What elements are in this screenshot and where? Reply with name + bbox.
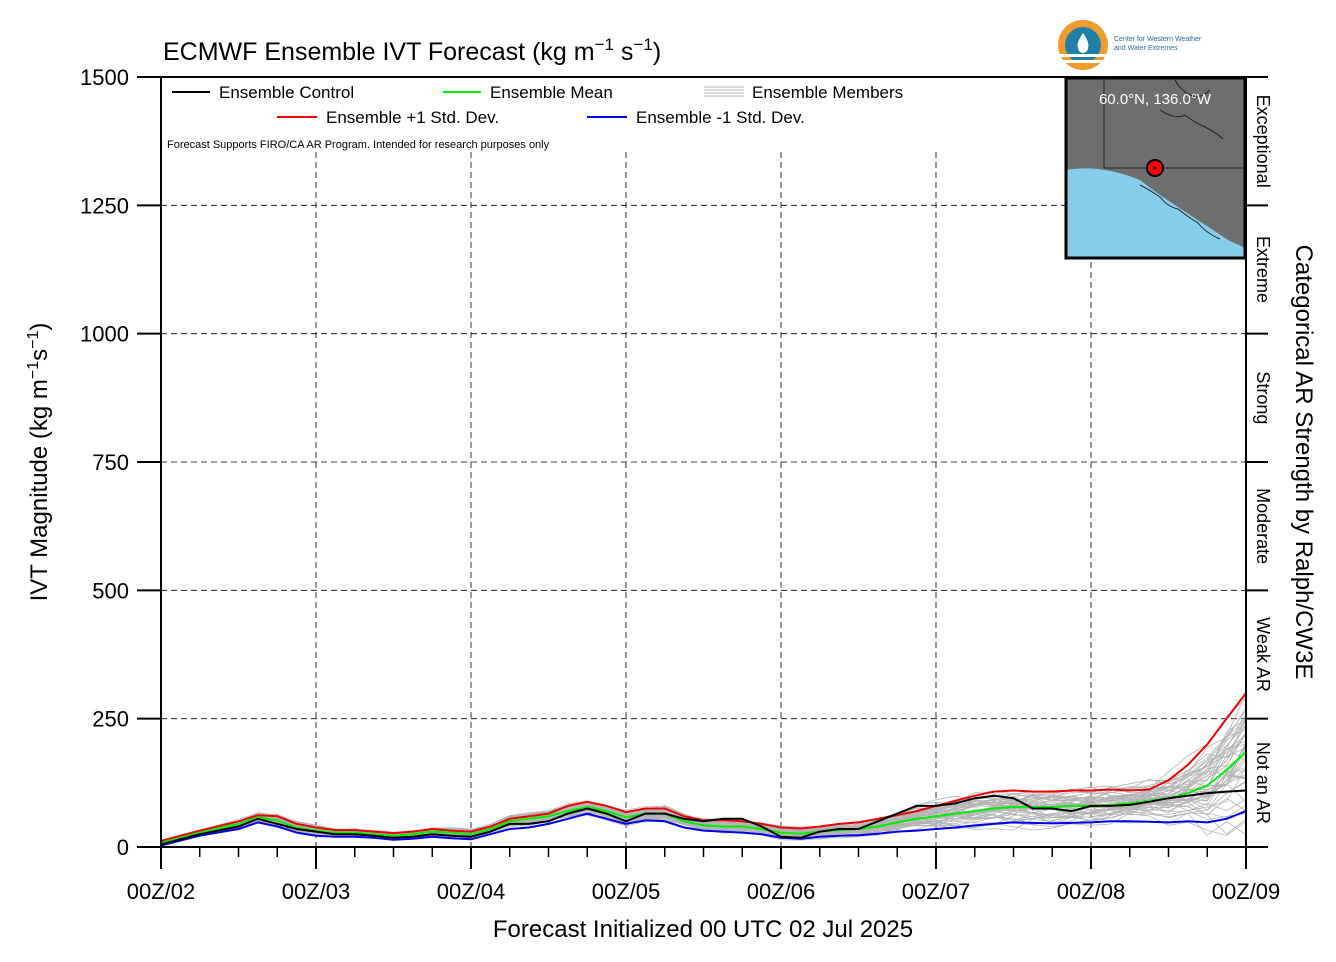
y-axis: 0 250 500 750 1000 1250 1500 [80,65,161,860]
logo-text-line2: and Water Extremes [1114,45,1178,52]
category-label: Weak AR [1253,617,1273,692]
x-tick-label: 00Z/04 [437,879,506,904]
y-tick-label: 500 [92,578,129,603]
x-tick-label: 00Z/06 [747,879,816,904]
legend: Ensemble Control Ensemble Mean Ensemble … [167,83,903,151]
plus-std-line [160,692,1247,842]
logo-text-line1: Center for Western Weather [1114,36,1202,43]
category-label: Exceptional [1253,95,1273,188]
ensemble-mean-line [160,751,1247,844]
legend-label-members: Ensemble Members [752,83,903,102]
minus-std-line [160,810,1247,847]
y-tick-label: 250 [92,707,129,732]
ensemble-control-line [160,789,1247,846]
legend-label-mean: Ensemble Mean [490,83,613,102]
category-axis-title: Categorical AR Strength by Ralph/CW3E [1290,245,1317,680]
x-tick-label: 00Z/07 [902,879,971,904]
legend-swatch-members [704,86,744,97]
inset-map: 60.0°N, 136.0°W [1064,76,1247,260]
legend-label-control: Ensemble Control [219,83,354,102]
y-axis-label: IVT Magnitude (kg m−1s−1) [25,323,53,602]
category-label: Strong [1253,371,1273,424]
x-tick-label: 00Z/02 [127,879,196,904]
y-tick-label: 1500 [80,65,129,90]
category-label: Moderate [1253,488,1273,564]
grid-lines [161,152,1246,847]
y-tick-label: 1000 [80,322,129,347]
cw3e-logo: Center for Western Weather and Water Ext… [1058,20,1202,70]
category-label: Not an AR [1253,742,1273,824]
series-lines [160,692,1247,847]
inset-coordinates: 60.0°N, 136.0°W [1099,91,1212,108]
x-tick-label: 00Z/08 [1057,879,1126,904]
legend-label-minus: Ensemble -1 Std. Dev. [636,108,805,127]
category-axis: Not an AR Weak AR Moderate Strong Extreme Exc… [1246,76,1273,848]
category-label: Extreme [1253,236,1273,303]
x-tick-label: 00Z/03 [282,879,351,904]
x-axis: 00Z/02 00Z/03 00Z/04 00Z/05 00Z/06 00Z/07 00Z/… [127,847,1281,904]
y-tick-label: 1250 [80,193,129,218]
x-axis-label: Forecast Initialized 00 UTC 02 Jul 2025 [493,916,913,943]
research-note: Forecast Supports FIRO/CA AR Program. In… [167,139,550,151]
y-tick-label: 0 [117,835,129,860]
x-tick-label: 00Z/09 [1212,879,1281,904]
legend-label-plus: Ensemble +1 Std. Dev. [326,108,499,127]
chart-title: ECMWF Ensemble IVT Forecast (kg m−1 s−1) [163,35,661,66]
y-tick-label: 750 [92,450,129,475]
x-tick-label: 00Z/05 [592,879,661,904]
